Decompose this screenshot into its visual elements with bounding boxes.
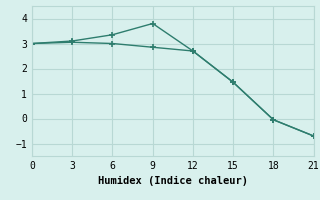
X-axis label: Humidex (Indice chaleur): Humidex (Indice chaleur) xyxy=(98,176,248,186)
